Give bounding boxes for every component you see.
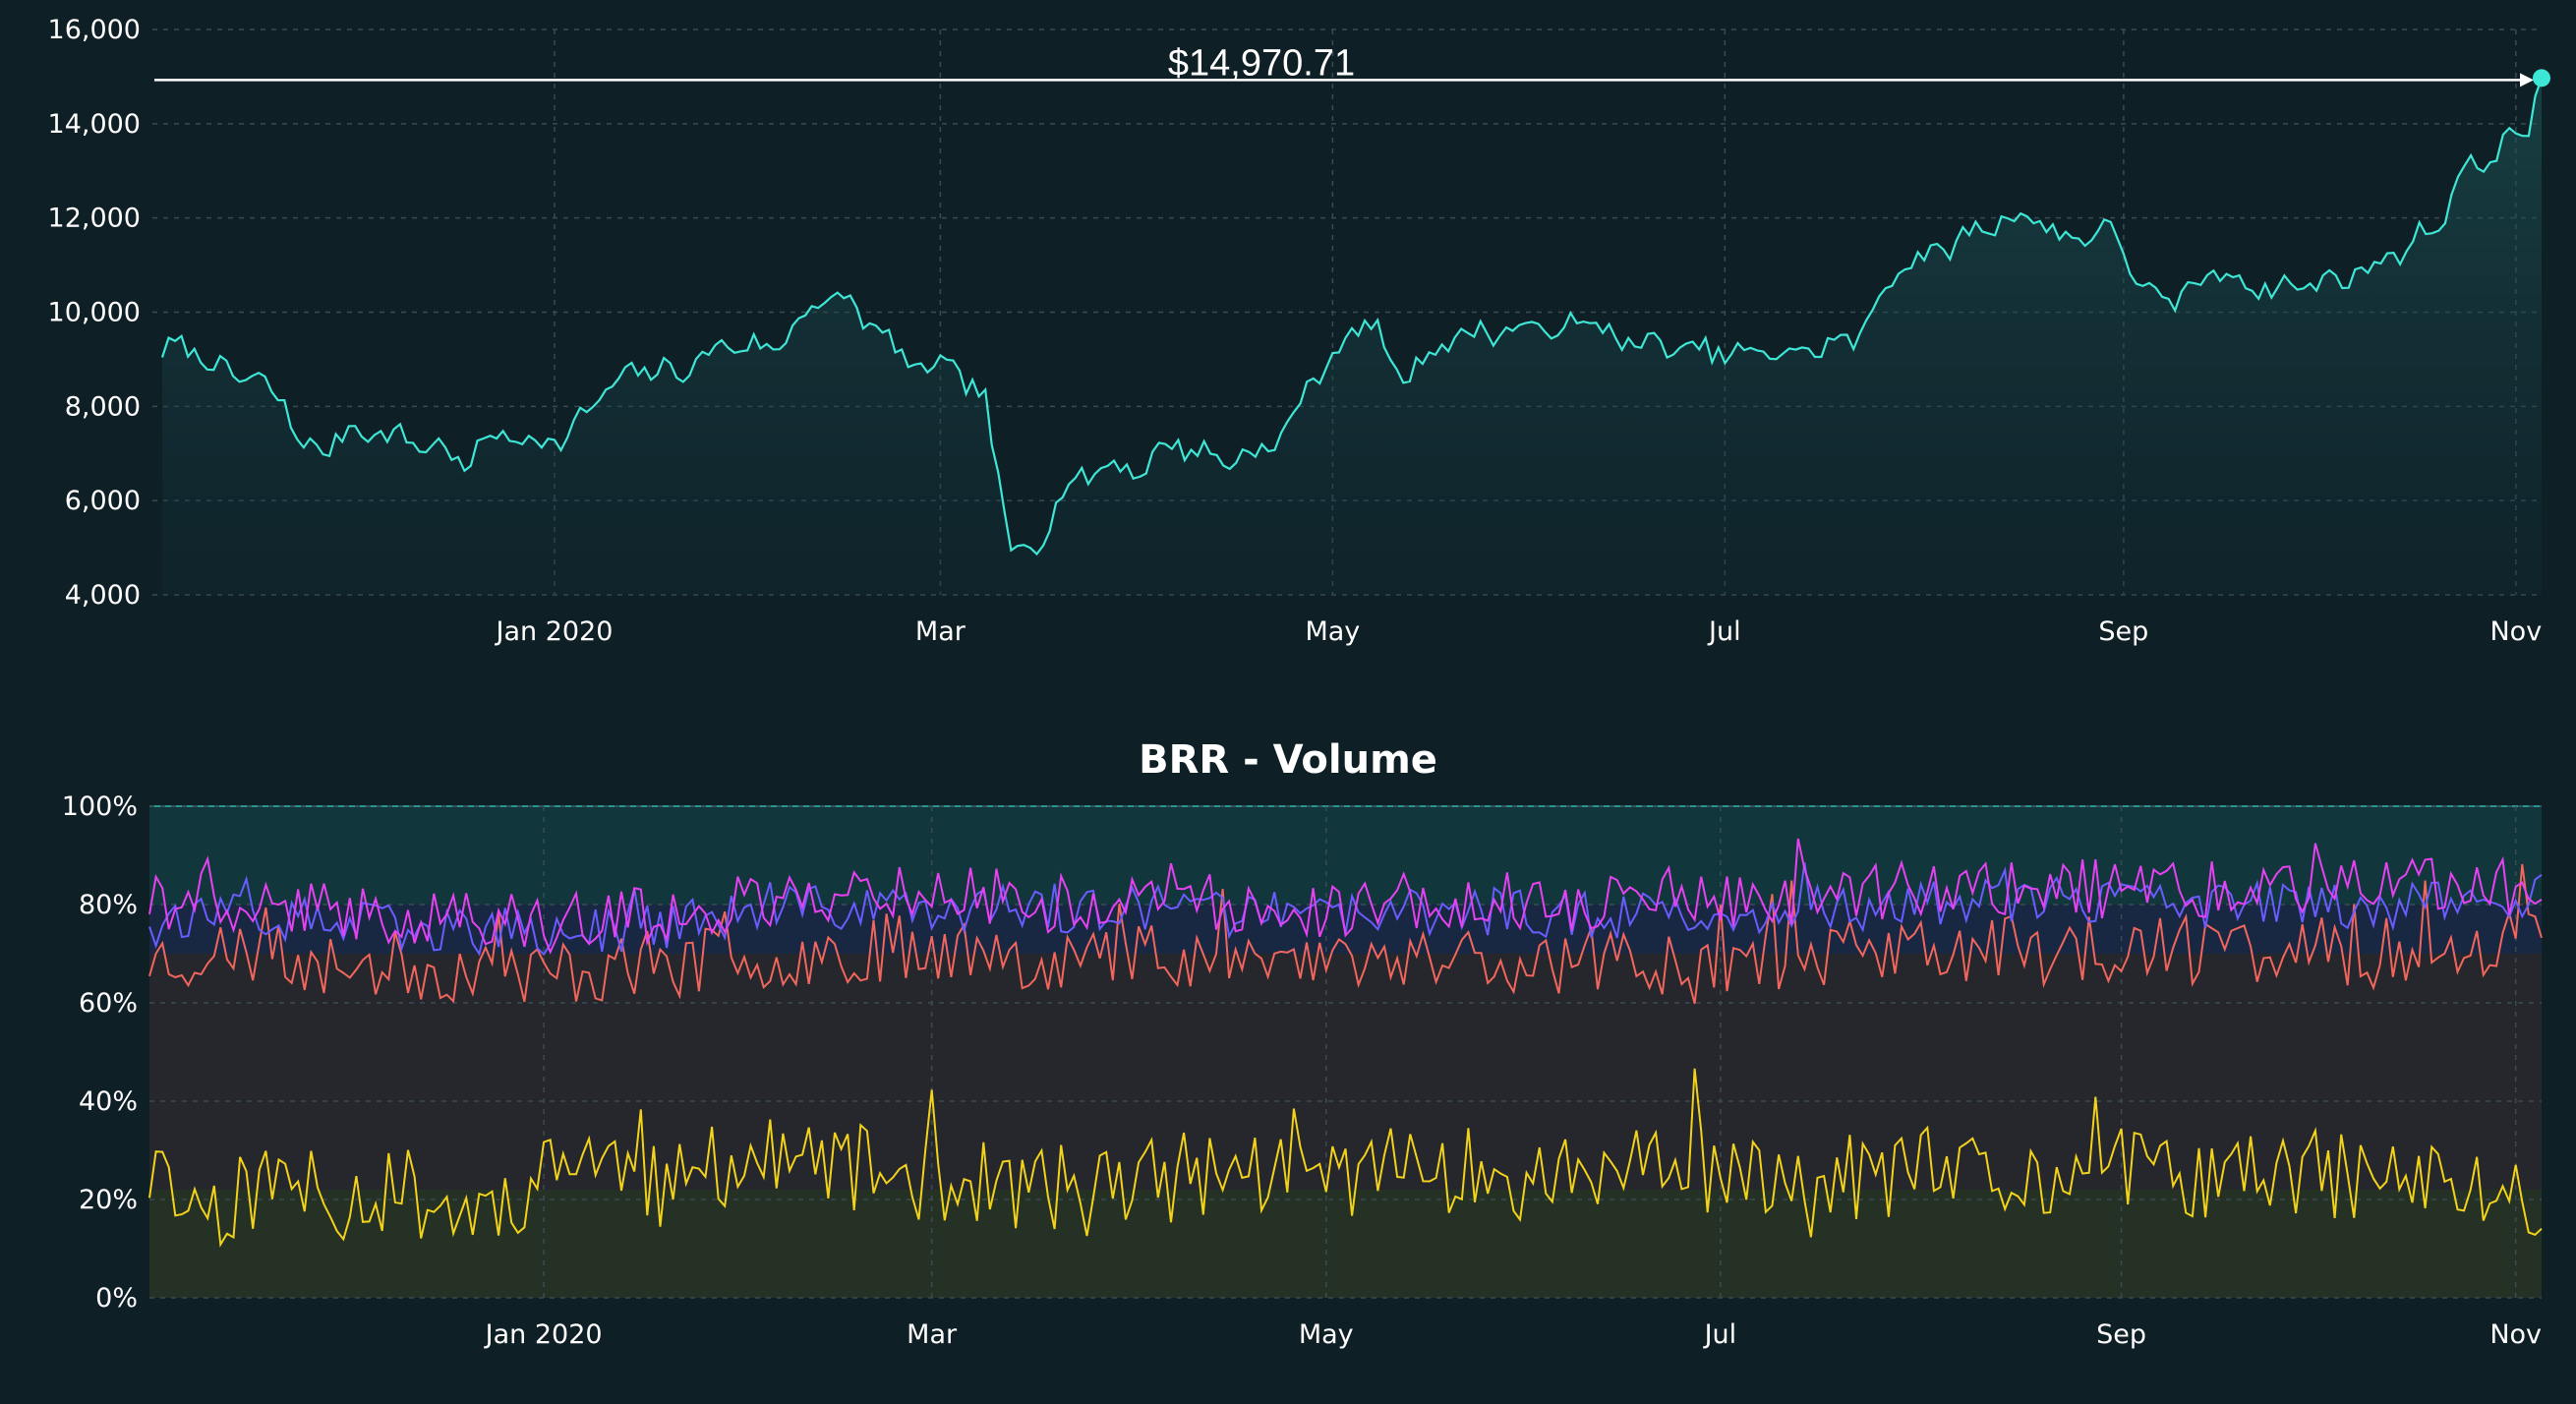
y-tick-label: 8,000 — [65, 391, 141, 422]
volume-series-magenta — [148, 838, 2543, 955]
price-line — [160, 78, 2544, 556]
x-tick-label: Jul — [1703, 1319, 1737, 1350]
x-tick-label: Sep — [2098, 616, 2148, 647]
volume-series-yellow — [148, 1068, 2543, 1248]
x-tick-label: May — [1305, 616, 1360, 647]
y-tick-label: 14,000 — [48, 109, 141, 140]
y-tick-label: 20% — [79, 1185, 138, 1215]
last-price-marker[interactable] — [2533, 69, 2550, 88]
volume-grid — [149, 805, 2542, 1299]
x-tick-label: Jul — [1707, 616, 1741, 647]
volume-series-red — [148, 863, 2543, 1005]
price-y-axis: 4,000 6,000 8,000 10,000 12,000 14,000 16,000 — [48, 15, 141, 611]
x-tick-label: Mar — [915, 616, 966, 647]
band-top — [149, 806, 2542, 905]
price-x-axis: Jan 2020 Mar May Jul Sep Nov — [495, 616, 2543, 647]
volume-x-axis: Jan 2020 Mar May Jul Sep Nov — [484, 1319, 2542, 1350]
y-tick-label: 0% — [95, 1283, 138, 1314]
x-tick-label: Nov — [2489, 616, 2542, 647]
price-chart: 4,0006,0008,00010,00012,00014,00016,000 … — [48, 15, 2550, 647]
x-tick-label: Nov — [2489, 1319, 2542, 1350]
last-price-arrow-icon — [2520, 73, 2534, 88]
price-area — [162, 78, 2542, 595]
volume-background-bands — [149, 805, 2542, 1298]
y-tick-label: 16,000 — [48, 15, 141, 45]
y-tick-label: 60% — [79, 988, 138, 1019]
y-tick-label: 80% — [79, 890, 138, 920]
volume-y-axis: 0% 20% 40% 60% 80% 100% — [62, 791, 138, 1314]
y-tick-label: 100% — [62, 791, 138, 822]
x-tick-label: May — [1299, 1319, 1354, 1350]
volume-chart: BRR - Volume 0% 20% 40% 60% 80% 100% Jan 2020… — [62, 737, 2543, 1350]
x-tick-label: Sep — [2096, 1319, 2146, 1350]
x-tick-label: Jan 2020 — [495, 616, 614, 647]
band-bottom — [149, 1190, 2542, 1298]
y-tick-label: 12,000 — [48, 204, 141, 234]
volume-series — [148, 838, 2543, 1248]
y-tick-label: 6,000 — [65, 486, 141, 516]
y-tick-label: 4,000 — [65, 580, 141, 611]
x-tick-label: Jan 2020 — [484, 1319, 603, 1350]
y-tick-label: 40% — [79, 1086, 138, 1117]
y-tick-label: 10,000 — [48, 298, 141, 328]
volume-chart-title: BRR - Volume — [1139, 737, 1437, 783]
x-tick-label: Mar — [907, 1319, 958, 1350]
last-price-label: $14,970.71 — [1168, 42, 1355, 84]
